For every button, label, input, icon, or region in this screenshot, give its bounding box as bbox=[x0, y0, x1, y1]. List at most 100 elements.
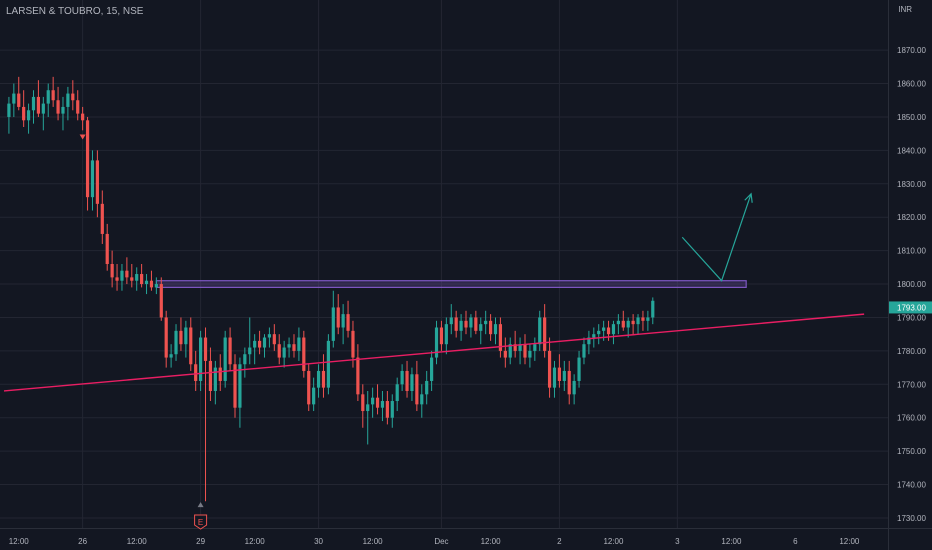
candle[interactable] bbox=[626, 320, 630, 328]
candle[interactable] bbox=[7, 103, 11, 117]
candle[interactable] bbox=[405, 370, 409, 391]
candle[interactable] bbox=[154, 284, 158, 288]
candle[interactable] bbox=[184, 327, 188, 345]
candle[interactable] bbox=[85, 120, 90, 198]
candle[interactable] bbox=[326, 340, 330, 388]
candle[interactable] bbox=[395, 384, 399, 402]
candle[interactable] bbox=[562, 370, 566, 381]
candle[interactable] bbox=[469, 317, 473, 328]
candle[interactable] bbox=[17, 93, 21, 107]
candle[interactable] bbox=[71, 93, 75, 101]
candle[interactable] bbox=[336, 307, 340, 328]
candle[interactable] bbox=[498, 324, 503, 351]
candle[interactable] bbox=[149, 280, 154, 288]
candle[interactable] bbox=[31, 96, 36, 111]
candle[interactable] bbox=[194, 364, 198, 381]
candle[interactable] bbox=[430, 357, 434, 381]
candle[interactable] bbox=[189, 327, 193, 365]
candle[interactable] bbox=[366, 404, 370, 412]
candle[interactable] bbox=[174, 330, 178, 355]
projection-path[interactable] bbox=[681, 193, 752, 282]
candle[interactable] bbox=[213, 367, 217, 391]
candle[interactable] bbox=[356, 357, 360, 395]
candle[interactable] bbox=[602, 327, 606, 331]
candle[interactable] bbox=[371, 397, 375, 405]
candle[interactable] bbox=[228, 337, 232, 365]
candle[interactable] bbox=[587, 337, 591, 345]
candle[interactable] bbox=[66, 93, 70, 107]
candle[interactable] bbox=[533, 344, 537, 351]
candle[interactable] bbox=[425, 380, 429, 395]
candle[interactable] bbox=[51, 90, 55, 101]
candle[interactable] bbox=[361, 394, 365, 412]
candle[interactable] bbox=[179, 330, 183, 345]
candle[interactable] bbox=[474, 317, 478, 331]
candle[interactable] bbox=[503, 350, 507, 358]
candle[interactable] bbox=[444, 324, 448, 345]
candle[interactable] bbox=[302, 337, 306, 371]
earnings-icon[interactable] bbox=[194, 514, 208, 530]
candle[interactable] bbox=[199, 337, 203, 381]
candle[interactable] bbox=[253, 340, 257, 348]
candle[interactable] bbox=[434, 327, 439, 358]
candle[interactable] bbox=[518, 344, 522, 351]
candle[interactable] bbox=[257, 340, 262, 348]
candle[interactable] bbox=[651, 300, 655, 318]
candle[interactable] bbox=[616, 320, 620, 325]
candle[interactable] bbox=[90, 160, 95, 198]
candle[interactable] bbox=[331, 307, 335, 341]
candle[interactable] bbox=[572, 380, 576, 395]
candle[interactable] bbox=[223, 337, 227, 381]
candle[interactable] bbox=[81, 113, 85, 121]
candle[interactable] bbox=[488, 320, 493, 335]
candle[interactable] bbox=[582, 344, 586, 358]
candle[interactable] bbox=[140, 274, 144, 285]
candle[interactable] bbox=[203, 337, 208, 361]
candle[interactable] bbox=[415, 374, 419, 405]
candle[interactable] bbox=[159, 284, 163, 318]
candle[interactable] bbox=[390, 401, 394, 418]
candle[interactable] bbox=[233, 364, 237, 408]
candle[interactable] bbox=[636, 317, 640, 325]
candle[interactable] bbox=[272, 334, 276, 345]
candle[interactable] bbox=[243, 354, 247, 365]
candle[interactable] bbox=[380, 401, 385, 408]
candle[interactable] bbox=[26, 110, 31, 121]
candle[interactable] bbox=[351, 330, 355, 358]
candle[interactable] bbox=[95, 160, 99, 204]
candle[interactable] bbox=[164, 317, 168, 358]
candle[interactable] bbox=[543, 317, 547, 351]
candle[interactable] bbox=[400, 370, 404, 385]
candle[interactable] bbox=[375, 397, 380, 408]
candle[interactable] bbox=[538, 317, 542, 345]
candle[interactable] bbox=[248, 347, 252, 355]
candle[interactable] bbox=[46, 90, 50, 104]
candle[interactable] bbox=[61, 106, 65, 114]
candle[interactable] bbox=[292, 344, 296, 351]
candle[interactable] bbox=[597, 330, 601, 335]
candle[interactable] bbox=[307, 370, 311, 405]
candle[interactable] bbox=[547, 350, 552, 388]
candle[interactable] bbox=[144, 280, 149, 285]
resistance-zone[interactable] bbox=[155, 280, 747, 288]
candle[interactable] bbox=[36, 96, 41, 114]
candle[interactable] bbox=[125, 270, 129, 278]
candle[interactable] bbox=[464, 320, 468, 328]
candle[interactable] bbox=[479, 324, 483, 331]
symbol-title[interactable]: LARSEN & TOUBRO, 15, NSE bbox=[6, 6, 144, 17]
candle[interactable] bbox=[110, 264, 114, 278]
candle[interactable] bbox=[316, 370, 321, 388]
candle[interactable] bbox=[641, 317, 645, 321]
candle[interactable] bbox=[484, 320, 488, 325]
candle[interactable] bbox=[287, 344, 291, 348]
candle[interactable] bbox=[513, 344, 517, 351]
candle[interactable] bbox=[238, 364, 242, 408]
candle[interactable] bbox=[22, 106, 26, 121]
candle[interactable] bbox=[606, 327, 611, 335]
candle[interactable] bbox=[420, 394, 424, 405]
candle[interactable] bbox=[611, 324, 616, 335]
ascending-trendline[interactable] bbox=[3, 313, 865, 392]
candle[interactable] bbox=[41, 103, 45, 114]
candle[interactable] bbox=[528, 350, 532, 358]
